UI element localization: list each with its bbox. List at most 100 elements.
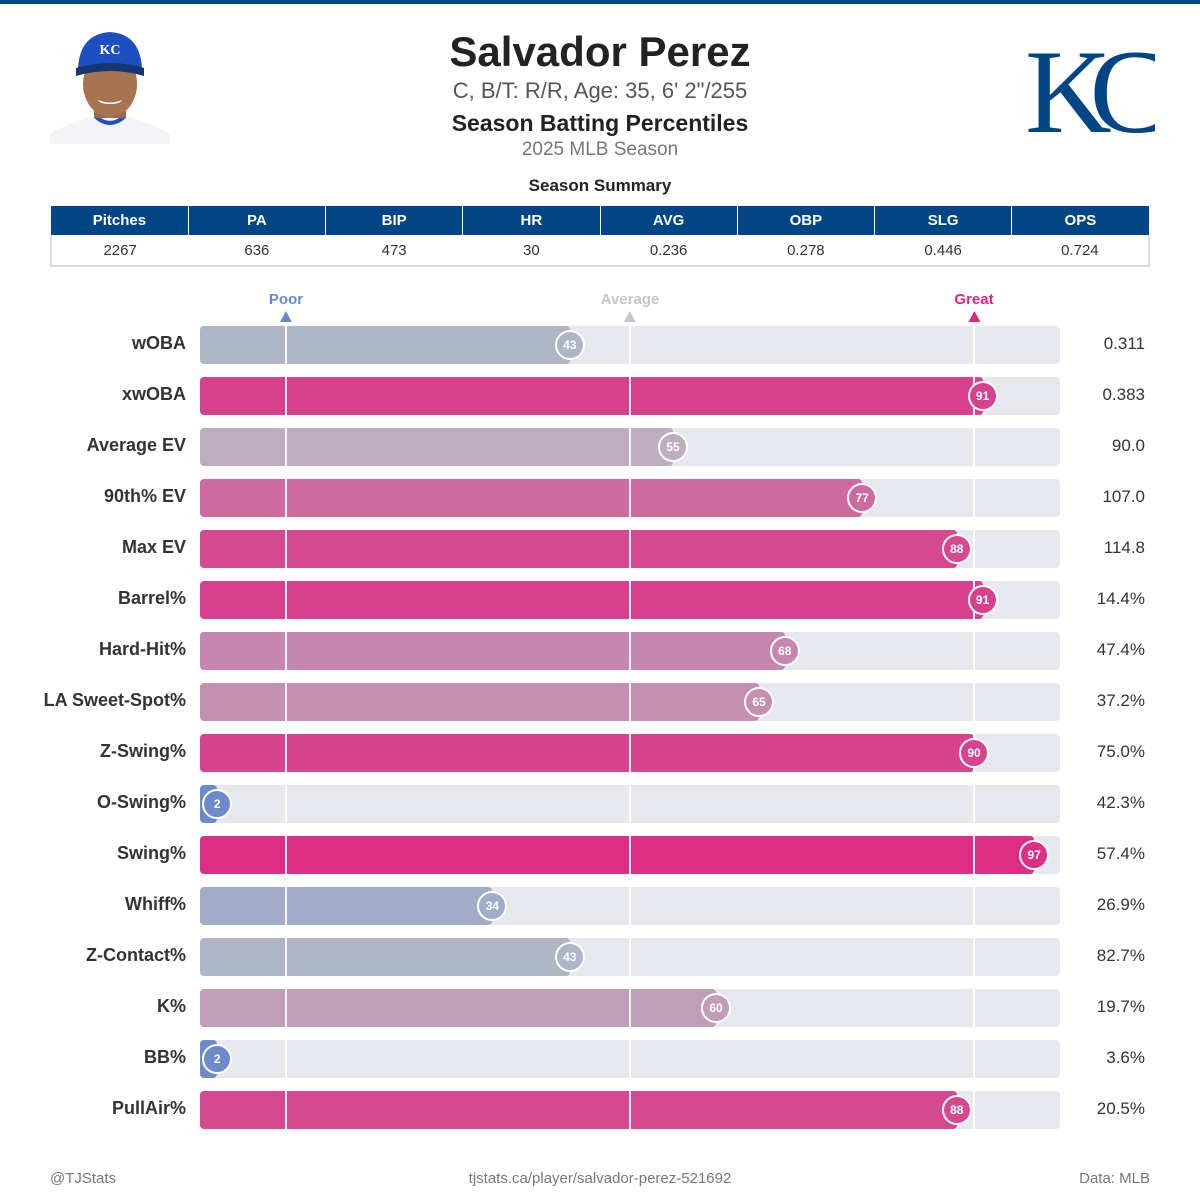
summary-value: 30 (462, 235, 600, 267)
top-accent-bar (0, 0, 1200, 4)
reference-line (629, 377, 631, 415)
summary-value: 0.724 (1011, 235, 1151, 267)
summary-header: Pitches (51, 206, 189, 235)
metric-value: 3.6% (1106, 1048, 1145, 1067)
percentile-track: 90 (200, 734, 1060, 772)
reference-line (285, 581, 287, 619)
metric-label: BB% (143, 1047, 186, 1067)
metric-value: 37.2% (1096, 691, 1145, 710)
percentile-badge: 43 (554, 942, 585, 972)
summary-value: 636 (188, 235, 326, 267)
metric-row: Z-Contact% 43 82.7% (0, 937, 1200, 977)
reference-line (973, 887, 975, 925)
reference-line (629, 530, 631, 568)
reference-line (285, 428, 287, 466)
metric-label: 90th% EV (103, 486, 186, 506)
percentile-badge: 68 (769, 636, 800, 666)
percentile-track: 43 (200, 326, 1060, 364)
reference-line (973, 632, 975, 670)
summary-header: SLG (874, 206, 1013, 235)
footer-url: tjstats.ca/player/salvador-perez-521692 (468, 1170, 732, 1187)
percentile-track: 88 (200, 1091, 1060, 1129)
reference-line (973, 1040, 975, 1078)
marker-great: Great (954, 291, 994, 322)
percentile-track: 2 (200, 785, 1060, 823)
percentile-badge: 88 (941, 534, 972, 564)
summary-title: Season Summary (528, 176, 672, 195)
percentile-track: 97 (200, 836, 1060, 874)
player-bio: C, B/T: R/R, Age: 35, 6' 2"/255 (452, 78, 748, 103)
reference-line (285, 887, 287, 925)
summary-header: HR (462, 206, 601, 235)
percentile-badge: 34 (477, 891, 508, 921)
reference-line (285, 938, 287, 976)
reference-line (629, 581, 631, 619)
percentile-track: 34 (200, 887, 1060, 925)
metric-label: Max EV (121, 537, 186, 557)
metric-label: PullAir% (111, 1098, 186, 1118)
metric-value: 42.3% (1096, 793, 1145, 812)
percentile-bar (200, 377, 983, 415)
metric-label: LA Sweet-Spot% (43, 690, 186, 710)
marker-triangle-icon (968, 311, 980, 322)
percentile-badge: 90 (959, 738, 989, 768)
metric-value: 107.0 (1102, 487, 1145, 506)
metric-row: PullAir% 88 20.5% (0, 1090, 1200, 1130)
percentile-bar (200, 428, 673, 466)
percentile-track: 91 (200, 377, 1060, 415)
metric-value: 19.7% (1096, 997, 1145, 1016)
reference-line (973, 938, 975, 976)
percentile-badge: 65 (744, 687, 774, 717)
metric-row: xwOBA 91 0.383 (0, 376, 1200, 416)
metric-label: wOBA (132, 333, 186, 353)
metric-label: Swing% (116, 843, 186, 863)
metric-value: 0.383 (1102, 385, 1145, 404)
metric-row: wOBA 43 0.311 (0, 325, 1200, 365)
reference-line (285, 479, 287, 517)
metric-label: Average EV (86, 435, 186, 455)
reference-line (973, 428, 975, 466)
metric-row: Average EV 55 90.0 (0, 427, 1200, 467)
percentile-badge: 91 (967, 381, 998, 411)
percentile-bar (200, 887, 493, 925)
reference-line (973, 989, 975, 1027)
reference-line (973, 479, 975, 517)
metric-label: O-Swing% (97, 792, 186, 812)
percentile-bar (200, 479, 863, 517)
reference-line (285, 1040, 287, 1078)
summary-value: 0.236 (600, 235, 738, 267)
percentile-bar (200, 530, 957, 568)
percentile-track: 77 (200, 479, 1060, 517)
reference-line (285, 1091, 287, 1129)
season-summary-table: Pitches PA BIP HR AVG OBP SLG OPS 2267 636 473 30 0.… (49, 206, 1151, 267)
reference-line (629, 734, 631, 772)
reference-line (285, 683, 287, 721)
metric-row: Whiff% 34 26.9% (0, 886, 1200, 926)
percentile-track: 88 (200, 530, 1060, 568)
percentile-track: 43 (200, 938, 1060, 976)
metric-row: BB% 2 3.6% (0, 1039, 1200, 1079)
percentile-track: 68 (200, 632, 1060, 670)
metric-row: O-Swing% 2 42.3% (0, 784, 1200, 824)
reference-line (285, 632, 287, 670)
reference-line (973, 836, 975, 874)
reference-line (973, 530, 975, 568)
percentile-track: 65 (200, 683, 1060, 721)
metric-row: 90th% EV 77 107.0 (0, 478, 1200, 518)
reference-line (629, 683, 631, 721)
metric-label: K% (156, 996, 186, 1016)
percentile-bar (200, 632, 785, 670)
metric-row: Z-Swing% 90 75.0% (0, 733, 1200, 773)
summary-value: 0.278 (737, 235, 875, 267)
metric-value: 0.311 (1103, 334, 1145, 353)
reference-line (285, 785, 287, 823)
metric-row: K% 60 19.7% (0, 988, 1200, 1028)
metric-value: 90.0 (1111, 436, 1145, 455)
metric-value: 114.8 (1103, 538, 1145, 557)
percentile-badge: 88 (941, 1095, 972, 1125)
percentile-badge: 2 (202, 1044, 233, 1074)
reference-line (629, 785, 631, 823)
reference-line (285, 377, 287, 415)
reference-line (629, 1091, 631, 1129)
percentile-bar (200, 734, 974, 772)
